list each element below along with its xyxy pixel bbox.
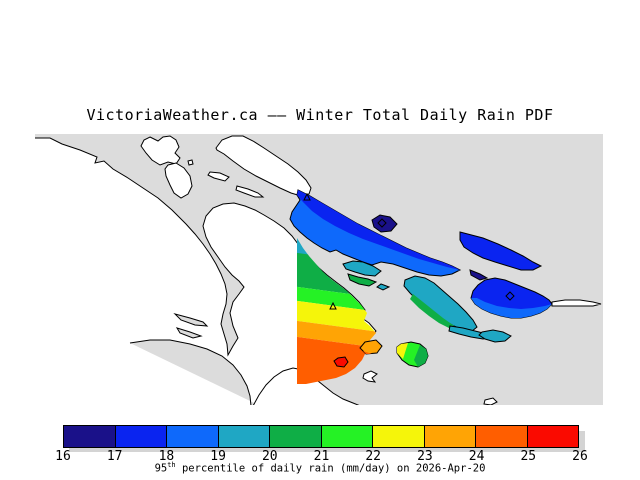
colorbar-tick-21: 21 (313, 449, 330, 464)
colorbar-segment-16-17 (64, 426, 116, 447)
colorbar-tick-26: 26 (572, 449, 588, 464)
map-region-mainland-navy-patch (371, 214, 398, 233)
plot-title: VictoriaWeather.ca —— Winter Total Daily… (86, 106, 554, 124)
map-region-saanich-band-yellow (297, 300, 376, 332)
colorbar-tick-18: 18 (158, 449, 175, 464)
map-region-gulf-island-green-band (410, 294, 459, 330)
map-region-islet-white-1 (362, 370, 378, 383)
colorbar-tick-25: 25 (520, 449, 537, 464)
colorbar-segment-22-23 (373, 426, 425, 447)
map-region-gulf-island-teal-4 (478, 329, 512, 343)
colorbar-tick-22: 22 (365, 449, 382, 464)
map-region-inlet-finger-1 (173, 313, 209, 327)
colorbar (63, 425, 579, 448)
colorbar-tick-20: 20 (261, 449, 278, 464)
map-region-saanich-band-orange (297, 320, 376, 348)
map-plot-area (19, 134, 603, 430)
colorbar-tick-23: 23 (417, 449, 433, 464)
colorbar-segment-23-24 (424, 426, 476, 447)
colorbar-tick-24: 24 (468, 449, 485, 464)
map-region-island-nw-upper (140, 135, 181, 166)
colorbar-segment-19-20 (218, 426, 270, 447)
map-region-islet-white-2 (483, 397, 498, 406)
caption-superscript: th (167, 461, 176, 469)
station-diamond-2-diamond-icon (505, 291, 515, 301)
colorbar-segment-18-19 (167, 426, 219, 447)
map-region-island-green-part (414, 345, 428, 367)
map-region-mainland-blue-core (297, 190, 460, 270)
colorbar-segment-17-18 (115, 426, 167, 447)
station-triangle-1-triangle-icon (329, 301, 337, 310)
colorbar-segment-25-26 (527, 426, 578, 447)
map-region-island-yellow-part (397, 343, 408, 359)
map-region-sanjuan-navy-sliver (469, 269, 489, 281)
colorbar-caption: 95th percentile of daily rain (mm/day) o… (0, 461, 640, 475)
caption-number: 95 (154, 462, 168, 475)
station-triangle-2-triangle-icon (303, 192, 311, 201)
colorbar-segment-20-21 (270, 426, 322, 447)
map-region-island-nw-lower (164, 162, 193, 199)
colorbar-tick-labels: 16 17 18 19 20 21 22 23 24 25 26 (55, 449, 588, 464)
map-region-islet-dot (187, 159, 194, 166)
map-region-island-texada (215, 135, 312, 197)
colorbar-segment-21-22 (321, 426, 373, 447)
colorbar-tick-16: 16 (55, 449, 71, 464)
map-region-island-sliver-2 (235, 185, 265, 198)
map-region-sanjuan-fringe (471, 298, 552, 318)
station-diamond-1-diamond-icon (377, 218, 387, 228)
contour-map (19, 134, 603, 430)
map-region-strait-coastline (129, 339, 252, 407)
colorbar-tick-19: 19 (210, 449, 226, 464)
colorbar-segment-24-25 (476, 426, 528, 447)
colorbar-tick-17: 17 (106, 449, 123, 464)
map-region-sanjuan-white-tail (551, 299, 602, 307)
map-region-gulf-island-teal-1 (342, 260, 382, 277)
caption-text: percentile of daily rain (mm/day) on 202… (175, 462, 486, 475)
map-region-gulf-island-green-1 (347, 273, 378, 287)
map-region-mainland-blue-east (459, 231, 543, 271)
map-region-island-orange-dark-edge (360, 348, 372, 354)
map-region-inlet-finger-2 (175, 327, 203, 339)
map-region-island-red-blob (333, 356, 349, 368)
map-region-island-sliver-1 (207, 171, 230, 182)
map-region-gulf-island-teal-1b (376, 283, 391, 291)
map-region-saanich-band-lime (297, 286, 376, 312)
